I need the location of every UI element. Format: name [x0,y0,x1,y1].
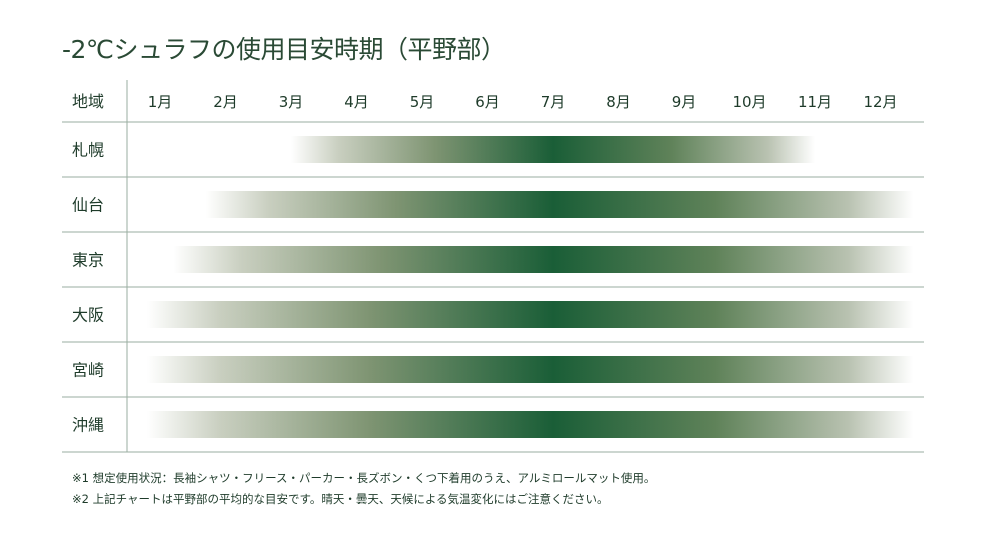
usage-bar [205,191,914,218]
grid-lines [62,80,924,453]
month-label: 8月 [606,93,631,111]
month-label: 4月 [344,93,369,111]
footnotes: ※1 想定使用状況：長袖シャツ・フリース・パーカー・長ズボン・くつ下着用のうえ、… [72,468,655,510]
region-label: 札幌 [72,141,104,160]
usage-bar [291,136,815,163]
chart-title: -2℃シュラフの使用目安時期（平野部） [62,35,506,64]
usage-bar [146,301,914,328]
region-label: 大阪 [72,306,104,325]
month-label: 5月 [410,93,435,111]
region-label: 沖縄 [72,416,104,435]
month-label: 6月 [475,93,500,111]
region-label: 東京 [72,251,104,270]
footnote-2: ※2 上記チャートは平野部の平均的な目安です。晴天・曇天、天候による気温変化には… [72,492,609,506]
footnote-1: ※1 想定使用状況：長袖シャツ・フリース・パーカー・長ズボン・くつ下着用のうえ、… [72,471,656,485]
month-label: 1月 [148,93,173,111]
usage-bar [146,356,914,383]
labels: 地域 1月 2月 3月 4月 5月 6月 7月 8月 9月 10月 11月 12月札幌仙台東京大阪宮崎沖… [72,92,898,435]
month-label: 10月 [732,93,766,111]
region-label: 仙台 [72,196,104,215]
month-label: 11月 [798,93,832,111]
month-label: 7月 [541,93,566,111]
month-label: 2月 [213,93,238,111]
month-label: 9月 [672,93,697,111]
bars [146,136,914,438]
usage-bar [146,411,914,438]
row-header-label: 地域 [72,92,104,111]
month-label: 12月 [863,93,897,111]
month-label: 3月 [279,93,304,111]
usage-bar [173,246,914,273]
region-label: 宮崎 [72,361,104,380]
